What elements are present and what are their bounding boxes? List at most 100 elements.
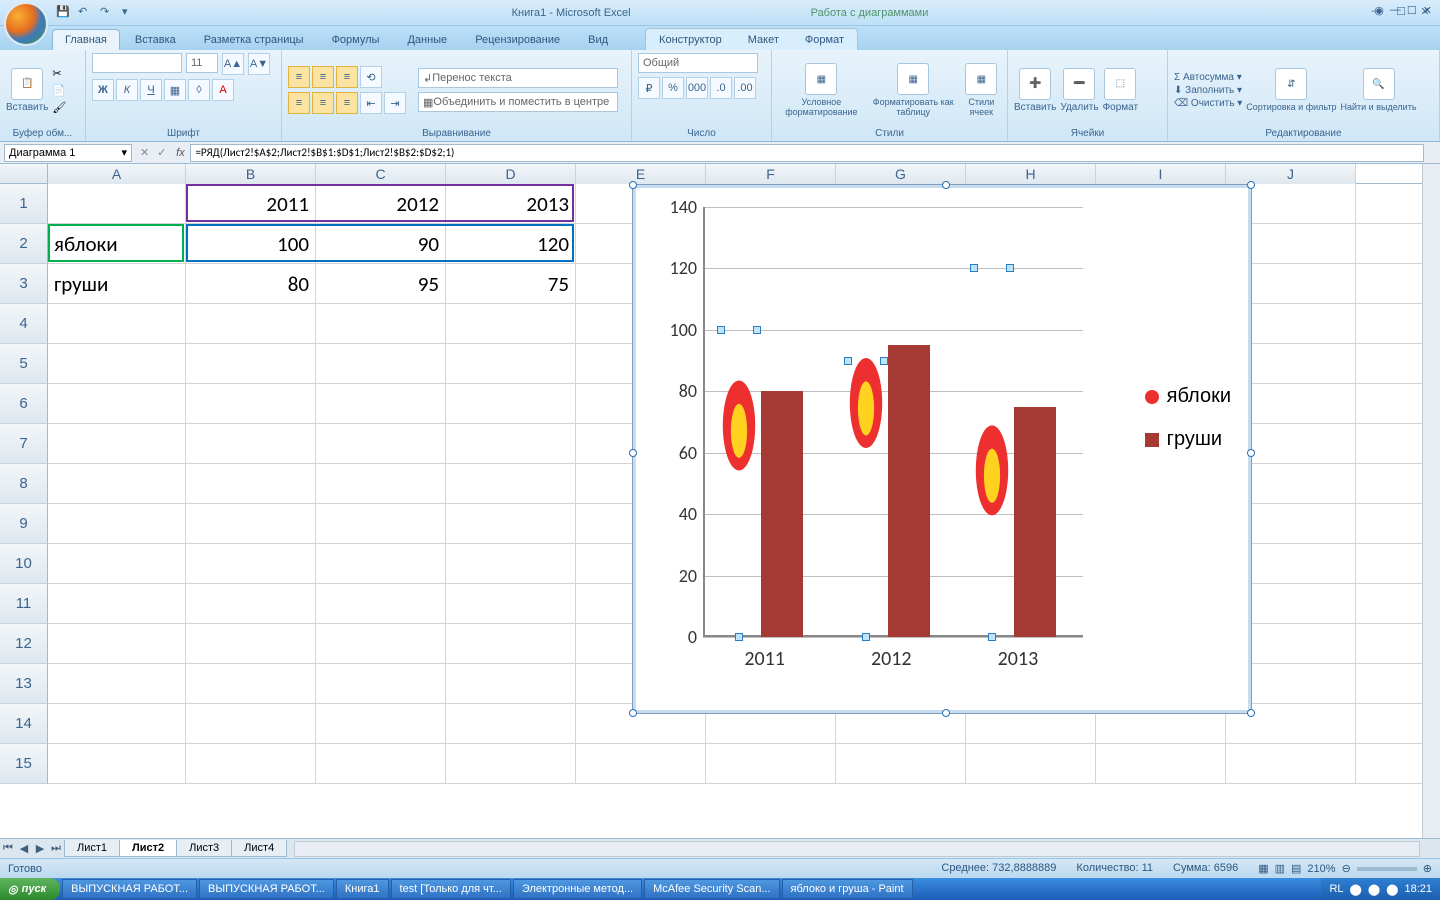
font-size-select[interactable]: 11 [186, 53, 218, 73]
tray-lang[interactable]: RL [1329, 883, 1343, 895]
taskbar-item[interactable]: яблоко и груша - Paint [782, 879, 913, 899]
grow-font-icon[interactable]: A▲ [222, 53, 244, 75]
inc-dec-icon[interactable]: .0 [710, 77, 732, 99]
cell[interactable] [48, 424, 186, 464]
cell[interactable] [836, 744, 966, 784]
indent-dec-icon[interactable]: ⇤ [360, 92, 382, 114]
row-header[interactable]: 6 [0, 384, 48, 424]
cell[interactable] [186, 624, 316, 664]
cell[interactable]: 2013 [446, 184, 576, 224]
vertical-scrollbar[interactable] [1422, 164, 1440, 838]
tab-formulas[interactable]: Формулы [319, 29, 393, 50]
cell[interactable]: груши [48, 264, 186, 304]
sheet-tab[interactable]: Лист1 [64, 840, 120, 857]
start-button[interactable]: ◎ пуск [0, 878, 60, 900]
row-header[interactable]: 10 [0, 544, 48, 584]
indent-inc-icon[interactable]: ⇥ [384, 92, 406, 114]
zoom-level[interactable]: 210% [1307, 863, 1335, 875]
cell[interactable] [186, 544, 316, 584]
sheet-tab[interactable]: Лист4 [231, 840, 287, 857]
col-header[interactable]: I [1096, 164, 1226, 184]
fill-button[interactable]: ⬇ Заполнить ▾ [1174, 85, 1242, 96]
sheet-tab[interactable]: Лист2 [119, 840, 177, 857]
col-header[interactable]: C [316, 164, 446, 184]
cell[interactable] [316, 704, 446, 744]
cell[interactable] [316, 304, 446, 344]
cell[interactable] [446, 624, 576, 664]
cell[interactable] [316, 424, 446, 464]
insert-cells-button[interactable]: ➕Вставить [1014, 68, 1056, 113]
row-header[interactable]: 4 [0, 304, 48, 344]
embedded-chart[interactable]: 020406080100120140201120122013 яблоки гр… [632, 184, 1252, 714]
col-header[interactable]: J [1226, 164, 1356, 184]
col-header[interactable]: A [48, 164, 186, 184]
cell[interactable] [446, 584, 576, 624]
cell[interactable] [446, 304, 576, 344]
row-header[interactable]: 13 [0, 664, 48, 704]
view-layout-icon[interactable]: ▥ [1275, 862, 1285, 875]
worksheet-grid[interactable]: ABCDEFGHIJ 123456789101112131415 2011201… [0, 164, 1440, 838]
comma-icon[interactable]: 000 [686, 77, 708, 99]
cell[interactable] [706, 744, 836, 784]
cell[interactable] [48, 184, 186, 224]
cell[interactable] [316, 504, 446, 544]
chart-legend[interactable]: яблоки груши [1145, 385, 1231, 471]
cell[interactable] [48, 464, 186, 504]
zoom-slider[interactable] [1357, 867, 1417, 871]
cell[interactable] [446, 384, 576, 424]
cell[interactable]: 2012 [316, 184, 446, 224]
col-header[interactable]: D [446, 164, 576, 184]
tab-pagelayout[interactable]: Разметка страницы [191, 29, 317, 50]
cell[interactable] [316, 664, 446, 704]
row-header[interactable]: 1 [0, 184, 48, 224]
cancel-formula-icon[interactable]: ✕ [140, 146, 149, 159]
cell[interactable] [186, 704, 316, 744]
cell[interactable] [48, 544, 186, 584]
cell[interactable] [186, 424, 316, 464]
cell[interactable] [186, 744, 316, 784]
zoom-out-icon[interactable]: ⊖ [1342, 862, 1351, 875]
align-top-icon[interactable]: ≡ [288, 66, 310, 88]
align-center-icon[interactable]: ≡ [312, 92, 334, 114]
cell[interactable] [186, 504, 316, 544]
min-ribbon-icon[interactable]: — [1390, 4, 1401, 17]
paste-button[interactable]: 📋Вставить [6, 68, 48, 113]
cell[interactable] [48, 664, 186, 704]
taskbar-item[interactable]: Книга1 [336, 879, 389, 899]
tray-clock[interactable]: 18:21 [1404, 883, 1432, 895]
find-select-button[interactable]: 🔍Найти и выделить [1341, 68, 1417, 112]
cell[interactable] [186, 384, 316, 424]
chart-plot-area[interactable]: 020406080100120140201120122013 [703, 207, 1083, 637]
view-break-icon[interactable]: ▤ [1291, 862, 1301, 875]
row-header[interactable]: 11 [0, 584, 48, 624]
cell[interactable] [1096, 744, 1226, 784]
tray-icon[interactable]: ⬤ [1368, 883, 1380, 896]
row-header[interactable]: 15 [0, 744, 48, 784]
zoom-in-icon[interactable]: ⊕ [1423, 862, 1432, 875]
cell[interactable] [446, 504, 576, 544]
tab-nav-first[interactable]: ⏮ [0, 841, 16, 857]
cell[interactable] [48, 584, 186, 624]
row-header[interactable]: 14 [0, 704, 48, 744]
tab-nav-prev[interactable]: ◀ [16, 841, 32, 857]
tab-chart-layout[interactable]: Макет [735, 29, 792, 50]
view-normal-icon[interactable]: ▦ [1258, 862, 1268, 875]
autosum-button[interactable]: Σ Автосумма ▾ [1174, 72, 1242, 83]
cell[interactable] [48, 624, 186, 664]
format-table-button[interactable]: ▦Форматировать как таблицу [869, 63, 958, 117]
row-header[interactable]: 9 [0, 504, 48, 544]
cell[interactable] [316, 744, 446, 784]
cell[interactable] [446, 704, 576, 744]
cell[interactable]: 2011 [186, 184, 316, 224]
cell[interactable] [316, 584, 446, 624]
font-color-button[interactable]: A [212, 79, 234, 101]
horizontal-scrollbar[interactable] [294, 841, 1420, 857]
save-icon[interactable]: 💾 [56, 5, 72, 21]
tab-chart-design[interactable]: Конструктор [646, 29, 735, 50]
print-icon[interactable]: ▾ [122, 5, 138, 21]
delete-cells-button[interactable]: ➖Удалить [1060, 68, 1098, 113]
tab-nav-last[interactable]: ⏭ [48, 841, 64, 857]
cell[interactable] [446, 664, 576, 704]
taskbar-item[interactable]: ВЫПУСКНАЯ РАБОТ... [62, 879, 197, 899]
row-header[interactable]: 8 [0, 464, 48, 504]
